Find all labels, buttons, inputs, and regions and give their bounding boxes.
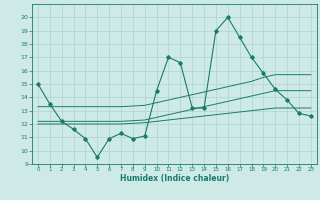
X-axis label: Humidex (Indice chaleur): Humidex (Indice chaleur) [120,174,229,183]
